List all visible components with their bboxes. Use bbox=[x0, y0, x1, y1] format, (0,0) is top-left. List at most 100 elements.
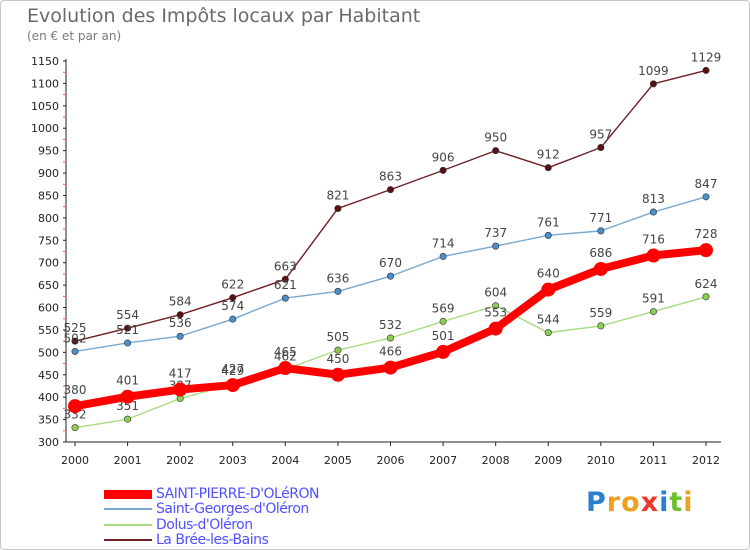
legend-label: Saint-Georges-d'Oléron bbox=[156, 501, 309, 517]
y-tick-label: 1050 bbox=[31, 100, 59, 113]
x-tick-label: 2000 bbox=[61, 454, 89, 467]
data-point bbox=[544, 231, 552, 239]
brand-letter: t bbox=[669, 487, 684, 518]
data-point bbox=[71, 347, 79, 355]
x-tick-label: 2011 bbox=[639, 454, 667, 467]
legend-swatch bbox=[104, 508, 152, 510]
data-point bbox=[225, 378, 240, 393]
legend-swatch bbox=[104, 539, 152, 541]
brand-letter: r bbox=[606, 487, 622, 518]
data-point bbox=[281, 275, 289, 283]
data-label: 351 bbox=[116, 399, 139, 413]
data-point bbox=[436, 344, 451, 359]
data-label: 663 bbox=[274, 259, 297, 273]
data-label: 554 bbox=[116, 308, 139, 322]
brand-letter: P bbox=[586, 487, 607, 518]
data-point bbox=[334, 204, 342, 212]
data-label: 950 bbox=[484, 131, 507, 145]
data-label: 847 bbox=[695, 177, 718, 191]
data-point bbox=[124, 324, 132, 332]
y-tick-label: 500 bbox=[38, 346, 59, 359]
data-point bbox=[386, 272, 394, 280]
data-label: 761 bbox=[537, 215, 560, 229]
data-label: 544 bbox=[537, 313, 560, 327]
data-point bbox=[176, 332, 184, 340]
y-tick-label: 750 bbox=[38, 234, 59, 247]
y-tick-label: 800 bbox=[38, 212, 59, 225]
data-label: 521 bbox=[116, 323, 139, 337]
x-tick-label: 2006 bbox=[377, 454, 405, 467]
data-point bbox=[597, 144, 605, 152]
y-tick-label: 550 bbox=[38, 324, 59, 337]
data-point bbox=[492, 302, 500, 310]
data-label: 863 bbox=[379, 170, 402, 184]
data-label: 502 bbox=[64, 331, 87, 345]
data-label: 1099 bbox=[638, 64, 669, 78]
data-label: 813 bbox=[642, 192, 665, 206]
data-label: 728 bbox=[695, 227, 718, 241]
data-label: 821 bbox=[326, 188, 349, 202]
legend-label: La Brée-les-Bains bbox=[156, 532, 269, 548]
brand-letter: o bbox=[621, 487, 641, 518]
chart-title: Evolution des Impôts locaux par Habitant bbox=[27, 5, 421, 27]
data-label: 591 bbox=[642, 292, 665, 306]
data-label: 553 bbox=[484, 306, 507, 320]
data-point bbox=[124, 415, 132, 423]
data-point bbox=[176, 311, 184, 319]
x-tick-label: 2012 bbox=[692, 454, 720, 467]
data-label: 957 bbox=[589, 128, 612, 142]
y-tick-label: 850 bbox=[38, 189, 59, 202]
data-label: 1129 bbox=[691, 50, 722, 64]
data-label: 466 bbox=[379, 345, 402, 359]
data-label: 427 bbox=[221, 362, 244, 376]
data-point bbox=[281, 294, 289, 302]
data-label: 604 bbox=[484, 286, 507, 300]
data-label: 622 bbox=[221, 278, 244, 292]
x-tick-label: 2010 bbox=[587, 454, 615, 467]
data-label: 429 bbox=[221, 364, 244, 378]
data-point bbox=[544, 329, 552, 337]
y-tick-label: 1100 bbox=[31, 77, 59, 90]
data-point bbox=[649, 308, 657, 316]
data-point bbox=[383, 360, 398, 375]
data-point bbox=[439, 317, 447, 325]
data-point bbox=[439, 252, 447, 260]
y-tick-label: 300 bbox=[38, 436, 59, 449]
data-label: 462 bbox=[274, 349, 297, 363]
data-label: 621 bbox=[274, 278, 297, 292]
data-point bbox=[646, 248, 661, 263]
data-point bbox=[386, 334, 394, 342]
data-point bbox=[71, 337, 79, 345]
data-label: 912 bbox=[537, 148, 560, 162]
data-point bbox=[702, 193, 710, 201]
brand-letter: x bbox=[640, 487, 660, 518]
data-point bbox=[702, 293, 710, 301]
data-label: 574 bbox=[221, 299, 244, 313]
data-point bbox=[229, 315, 237, 323]
legend-swatch bbox=[104, 524, 152, 526]
data-point bbox=[386, 186, 394, 194]
brand-letter: i bbox=[659, 487, 670, 518]
data-point bbox=[702, 66, 710, 74]
data-point bbox=[71, 424, 79, 432]
data-label: 569 bbox=[432, 301, 455, 315]
data-point bbox=[439, 166, 447, 174]
data-point bbox=[492, 147, 500, 155]
data-point bbox=[173, 382, 188, 397]
data-label: 332 bbox=[64, 408, 87, 422]
data-label: 737 bbox=[484, 226, 507, 240]
data-label: 640 bbox=[537, 267, 560, 281]
legend-label: SAINT-PIERRE-D'OLéRON bbox=[156, 486, 319, 502]
proxiti-logo: Proxiti bbox=[586, 487, 694, 518]
data-point bbox=[593, 261, 608, 276]
data-label: 525 bbox=[64, 321, 87, 335]
x-tick-label: 2002 bbox=[166, 454, 194, 467]
data-label: 636 bbox=[326, 271, 349, 285]
data-point bbox=[699, 243, 713, 258]
brand-letter: i bbox=[683, 487, 694, 518]
legend-swatch bbox=[104, 490, 152, 499]
data-point bbox=[492, 242, 500, 250]
data-point bbox=[541, 282, 556, 297]
